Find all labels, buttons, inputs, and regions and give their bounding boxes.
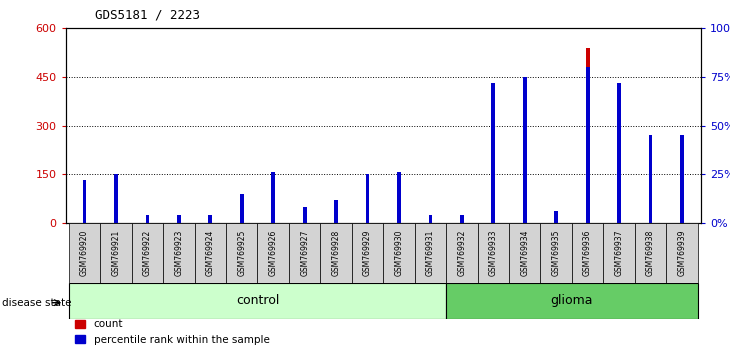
Text: GSM769930: GSM769930 xyxy=(394,230,404,276)
Bar xyxy=(383,223,415,283)
Bar xyxy=(69,283,446,319)
Bar xyxy=(114,219,118,223)
Text: disease state: disease state xyxy=(2,298,72,308)
Bar xyxy=(491,83,495,223)
Text: GSM769938: GSM769938 xyxy=(646,230,655,276)
Bar xyxy=(272,218,275,223)
Text: GSM769924: GSM769924 xyxy=(206,230,215,276)
Bar xyxy=(177,215,181,223)
Bar xyxy=(272,172,275,223)
Bar xyxy=(334,200,338,223)
Bar xyxy=(397,172,401,223)
Bar xyxy=(585,67,590,223)
Bar xyxy=(617,181,621,223)
Bar xyxy=(460,221,464,223)
Bar xyxy=(82,180,86,223)
Text: GSM769933: GSM769933 xyxy=(489,230,498,276)
Bar xyxy=(131,223,164,283)
Text: GSM769934: GSM769934 xyxy=(520,230,529,276)
Bar xyxy=(617,83,621,223)
Bar xyxy=(114,175,118,223)
Bar xyxy=(554,221,558,223)
Text: GSM769932: GSM769932 xyxy=(458,230,466,276)
Bar xyxy=(164,223,195,283)
Bar xyxy=(320,223,352,283)
Bar xyxy=(145,221,150,223)
Text: glioma: glioma xyxy=(550,295,593,307)
Text: GSM769935: GSM769935 xyxy=(552,230,561,276)
Bar xyxy=(572,223,603,283)
Bar xyxy=(352,223,383,283)
Text: GSM769927: GSM769927 xyxy=(300,230,309,276)
Bar xyxy=(649,135,653,223)
Bar xyxy=(240,217,244,223)
Bar xyxy=(195,223,226,283)
Bar xyxy=(366,175,369,223)
Bar xyxy=(397,220,401,223)
Text: GSM769928: GSM769928 xyxy=(331,230,341,276)
Bar xyxy=(554,211,558,223)
Bar xyxy=(429,220,432,223)
Bar xyxy=(460,215,464,223)
Text: GSM769925: GSM769925 xyxy=(237,230,246,276)
Text: GSM769929: GSM769929 xyxy=(363,230,372,276)
Text: GSM769922: GSM769922 xyxy=(143,230,152,276)
Bar xyxy=(429,215,432,223)
Bar xyxy=(446,223,477,283)
Bar xyxy=(540,223,572,283)
Bar xyxy=(585,48,590,223)
Bar xyxy=(509,223,540,283)
Bar xyxy=(177,221,181,223)
Bar xyxy=(415,223,446,283)
Text: GSM769931: GSM769931 xyxy=(426,230,435,276)
Bar xyxy=(145,215,150,223)
Bar xyxy=(100,223,131,283)
Text: GSM769936: GSM769936 xyxy=(583,230,592,276)
Text: GSM769923: GSM769923 xyxy=(174,230,183,276)
Bar xyxy=(649,217,653,223)
Bar xyxy=(680,135,684,223)
Bar xyxy=(603,223,635,283)
Bar xyxy=(240,194,244,223)
Bar xyxy=(209,221,212,223)
Bar xyxy=(289,223,320,283)
Bar xyxy=(303,207,307,223)
Bar xyxy=(477,223,509,283)
Bar xyxy=(209,215,212,223)
Bar xyxy=(491,200,495,223)
Bar xyxy=(666,223,698,283)
Text: GSM769926: GSM769926 xyxy=(269,230,277,276)
Text: GSM769939: GSM769939 xyxy=(677,230,686,276)
Bar xyxy=(680,216,684,223)
Text: GDS5181 / 2223: GDS5181 / 2223 xyxy=(95,9,200,22)
Bar xyxy=(523,77,526,223)
Bar xyxy=(69,223,100,283)
Bar xyxy=(334,220,338,223)
Bar xyxy=(258,223,289,283)
Text: GSM769920: GSM769920 xyxy=(80,230,89,276)
Bar xyxy=(226,223,258,283)
Text: control: control xyxy=(236,295,279,307)
Bar xyxy=(523,195,526,223)
Bar xyxy=(635,223,666,283)
Text: GSM769937: GSM769937 xyxy=(615,230,623,276)
Text: GSM769921: GSM769921 xyxy=(112,230,120,276)
Bar xyxy=(446,283,698,319)
Bar xyxy=(366,220,369,223)
Legend: count, percentile rank within the sample: count, percentile rank within the sample xyxy=(71,315,274,349)
Bar xyxy=(82,221,86,223)
Bar xyxy=(303,221,307,223)
